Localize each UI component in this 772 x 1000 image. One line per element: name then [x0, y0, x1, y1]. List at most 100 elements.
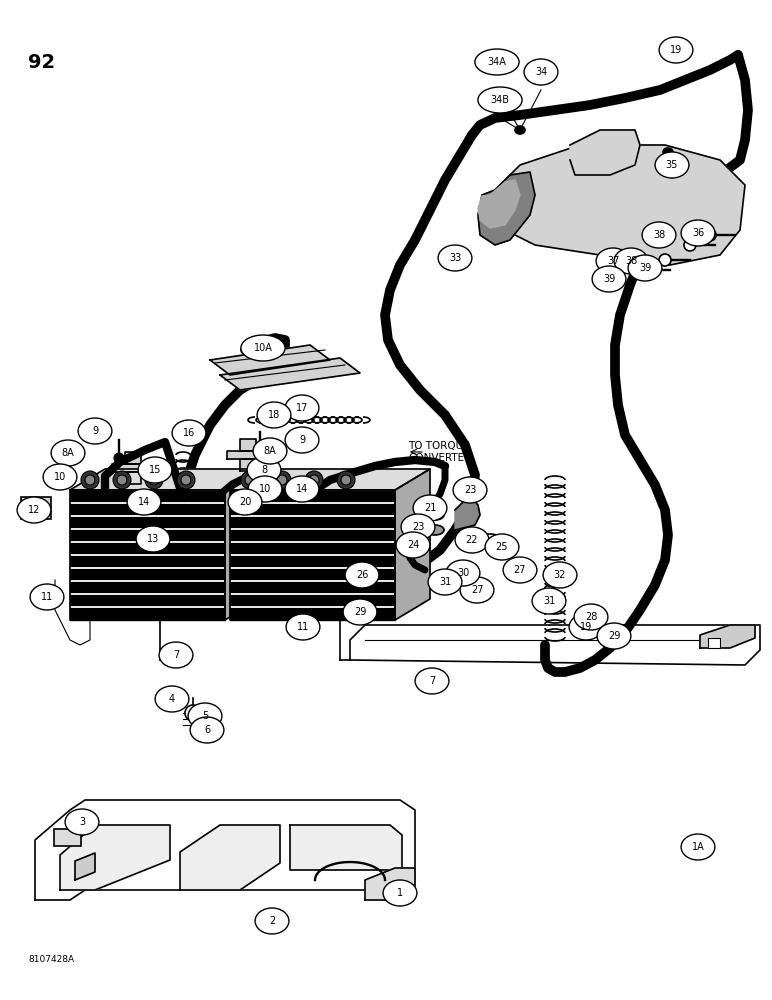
Ellipse shape — [30, 584, 64, 610]
Ellipse shape — [574, 604, 608, 630]
Ellipse shape — [285, 476, 319, 502]
Text: 20: 20 — [239, 497, 251, 507]
Polygon shape — [220, 358, 360, 390]
Text: 11: 11 — [297, 622, 309, 632]
Ellipse shape — [51, 440, 85, 466]
Polygon shape — [180, 825, 280, 890]
Circle shape — [241, 471, 259, 489]
Text: 10: 10 — [54, 472, 66, 482]
Ellipse shape — [401, 514, 435, 540]
Text: 8A: 8A — [62, 448, 74, 458]
Circle shape — [81, 471, 99, 489]
Text: 34A: 34A — [488, 57, 506, 67]
Text: 36: 36 — [692, 228, 704, 238]
Ellipse shape — [78, 418, 112, 444]
Polygon shape — [350, 625, 760, 665]
Ellipse shape — [43, 464, 77, 490]
Circle shape — [117, 475, 127, 485]
Text: 4: 4 — [169, 694, 175, 704]
Ellipse shape — [247, 457, 281, 483]
Ellipse shape — [597, 623, 631, 649]
Circle shape — [277, 475, 287, 485]
Ellipse shape — [532, 588, 566, 614]
Ellipse shape — [681, 834, 715, 860]
Text: 23: 23 — [464, 485, 476, 495]
Ellipse shape — [614, 248, 648, 274]
Ellipse shape — [569, 614, 603, 640]
Polygon shape — [70, 490, 225, 620]
Text: 24: 24 — [407, 540, 419, 550]
Ellipse shape — [428, 569, 462, 595]
Ellipse shape — [460, 577, 494, 603]
Ellipse shape — [345, 562, 379, 588]
Text: 39: 39 — [639, 263, 651, 273]
Text: 10A: 10A — [253, 343, 273, 353]
Ellipse shape — [475, 49, 519, 75]
Polygon shape — [365, 868, 415, 900]
Circle shape — [85, 475, 95, 485]
Text: 21: 21 — [424, 503, 436, 513]
Ellipse shape — [248, 476, 282, 502]
Ellipse shape — [503, 557, 537, 583]
Polygon shape — [35, 800, 415, 900]
Ellipse shape — [159, 642, 193, 668]
FancyBboxPatch shape — [54, 829, 81, 846]
Text: 18: 18 — [268, 410, 280, 420]
Ellipse shape — [438, 245, 472, 271]
Text: TO TORQUE
CONVERTER: TO TORQUE CONVERTER — [408, 441, 471, 463]
Text: 2: 2 — [269, 916, 275, 926]
Circle shape — [639, 264, 651, 276]
Ellipse shape — [596, 248, 630, 274]
Polygon shape — [290, 825, 402, 870]
Text: 7: 7 — [173, 650, 179, 660]
Text: 38: 38 — [653, 230, 665, 240]
Text: 13: 13 — [147, 534, 159, 544]
Text: 6: 6 — [204, 725, 210, 735]
Polygon shape — [478, 172, 535, 245]
Circle shape — [149, 475, 159, 485]
Text: 14: 14 — [296, 484, 308, 494]
Ellipse shape — [285, 427, 319, 453]
Polygon shape — [75, 853, 95, 880]
Text: 29: 29 — [608, 631, 620, 641]
Circle shape — [245, 475, 255, 485]
Polygon shape — [112, 464, 154, 472]
Ellipse shape — [485, 534, 519, 560]
Text: 34B: 34B — [490, 95, 510, 105]
Circle shape — [189, 709, 197, 717]
Polygon shape — [455, 498, 480, 530]
Ellipse shape — [478, 87, 522, 113]
Ellipse shape — [65, 809, 99, 835]
Text: 28: 28 — [585, 612, 598, 622]
Circle shape — [341, 475, 351, 485]
Text: 12: 12 — [28, 505, 40, 515]
Text: 5: 5 — [201, 711, 208, 721]
Circle shape — [337, 471, 355, 489]
Ellipse shape — [136, 526, 170, 552]
Text: 37: 37 — [607, 256, 619, 266]
Text: 31: 31 — [438, 577, 451, 587]
Text: 27: 27 — [471, 585, 483, 595]
Ellipse shape — [383, 880, 417, 906]
Text: 27: 27 — [513, 565, 527, 575]
Circle shape — [185, 705, 201, 721]
Text: 19: 19 — [580, 622, 592, 632]
Ellipse shape — [524, 59, 558, 85]
Circle shape — [659, 254, 671, 266]
Text: 11: 11 — [41, 592, 53, 602]
Text: 38: 38 — [625, 256, 637, 266]
Circle shape — [181, 475, 191, 485]
Ellipse shape — [453, 477, 487, 503]
Text: 8A: 8A — [263, 446, 276, 456]
Text: 25: 25 — [496, 542, 508, 552]
Ellipse shape — [255, 908, 289, 934]
Text: 19: 19 — [670, 45, 682, 55]
Text: 35: 35 — [665, 160, 678, 170]
Polygon shape — [125, 452, 141, 464]
Ellipse shape — [642, 222, 676, 248]
Circle shape — [305, 471, 323, 489]
Ellipse shape — [592, 266, 626, 292]
Text: 34: 34 — [535, 67, 547, 77]
Ellipse shape — [253, 438, 287, 464]
Ellipse shape — [241, 335, 285, 361]
